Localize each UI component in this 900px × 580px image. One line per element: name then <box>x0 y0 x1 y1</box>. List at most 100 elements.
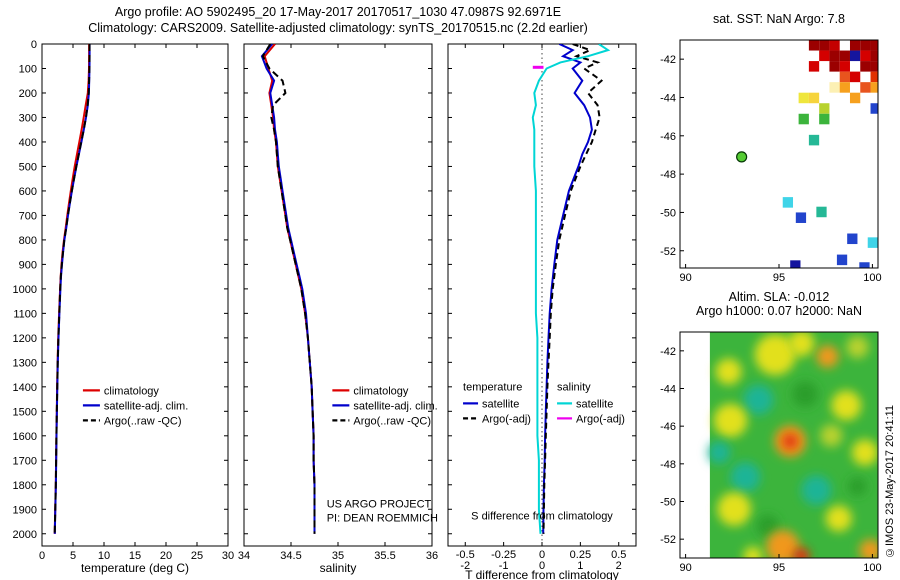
tick-label: 200 <box>19 88 37 100</box>
tick-label: 30 <box>222 550 234 562</box>
legend-label: Argo(..raw -QC) <box>353 415 431 427</box>
panel-salinity: 34 34.5 35 35.5 36 climatology satellite-adj. … <box>238 43 438 575</box>
tick-label: -2 <box>460 560 470 572</box>
tick-label: 1500 <box>13 406 37 418</box>
tick-label: 100 <box>863 272 881 284</box>
tick-label: 400 <box>19 137 37 149</box>
tick-label: -1 <box>499 560 509 572</box>
tick-label: 15 <box>129 550 141 562</box>
sst_map: 90 95 100 -42 -44 -46 -48 -50 -52 sat. SST: NaN A… <box>660 12 881 284</box>
tick-label: 0 <box>539 560 545 572</box>
legend-group-title: salinity <box>557 381 591 393</box>
tick-label: 36 <box>426 550 438 562</box>
tick-label: 0 <box>539 549 545 561</box>
legend-label: satellite <box>576 398 613 410</box>
tick-label: -0.5 <box>456 549 475 561</box>
annotation-text: US ARGO PROJECT <box>327 498 432 510</box>
tick-label: -48 <box>660 459 676 471</box>
sla_map: 90 95 100 -42 -44 -46 -48 -50 -52 Altim. SLA: -0.… <box>660 290 881 574</box>
legend-group-title: temperature <box>463 381 522 393</box>
tick-label: 1800 <box>13 480 37 492</box>
annotation-text: S difference from climatology <box>471 510 613 522</box>
legend-label: Argo(-adj) <box>482 413 531 425</box>
x-axis-label: salinity <box>320 561 357 575</box>
tick-label: -42 <box>660 54 676 66</box>
tick-label: 34 <box>238 550 250 562</box>
legend-salinity: climatology satellite-adj. clim. Argo(..ra… <box>332 385 438 427</box>
tick-label: 700 <box>19 210 37 222</box>
legend-label: Argo(..raw -QC) <box>104 415 182 427</box>
tick-label: 5 <box>70 550 76 562</box>
tick-label: 1 <box>577 560 583 572</box>
series-argo-raw-qc- <box>261 44 316 534</box>
tick-label: 90 <box>679 272 691 284</box>
tick-label: 0 <box>31 39 37 51</box>
legend-label: climatology <box>353 385 409 397</box>
tick-label: 500 <box>19 161 37 173</box>
tick-label: 1300 <box>13 357 37 369</box>
annotation-text: PI: DEAN ROEMMICH <box>327 512 438 524</box>
tick-label: -42 <box>660 346 676 358</box>
legend-temperature: climatology satellite-adj. clim. Argo(..ra… <box>82 385 188 427</box>
tick-label: 1100 <box>13 308 37 320</box>
tick-label: 1600 <box>13 431 37 443</box>
tick-label: 95 <box>773 272 785 284</box>
series-argo-raw-qc- <box>53 44 91 534</box>
tick-label: 1900 <box>13 504 37 516</box>
tick-label: 10 <box>98 550 110 562</box>
figure-title-line2: Climatology: CARS2009. Satellite-adjuste… <box>88 21 588 35</box>
panel-difference: -2 -1 0 1 2 -0.5 -0.25 0 0.25 0.5 temperature satel… <box>447 43 637 580</box>
x-axis-label: temperature (deg C) <box>81 561 189 575</box>
tick-label: 1200 <box>13 333 37 345</box>
tick-label: 20 <box>160 550 172 562</box>
map-title: sat. SST: NaN Argo: 7.8 <box>713 12 845 26</box>
series-salinity-satellite <box>531 44 611 534</box>
tick-label: 800 <box>19 235 37 247</box>
tick-label: 34.5 <box>280 550 301 562</box>
tick-label: -50 <box>660 207 676 219</box>
tick-label: 35.5 <box>374 550 395 562</box>
tick-label: -52 <box>660 534 676 546</box>
tick-label: 2000 <box>13 529 37 541</box>
tick-label: -46 <box>660 421 676 433</box>
tick-label: -52 <box>660 246 676 258</box>
map-title: Altim. SLA: -0.012 <box>729 290 830 304</box>
tick-label: -50 <box>660 497 676 509</box>
tick-label: 95 <box>773 562 785 574</box>
tick-label: 600 <box>19 186 37 198</box>
figure-title-line1: Argo profile: AO 5902495_20 17-May-2017 … <box>114 5 562 19</box>
tick-label: -46 <box>660 131 676 143</box>
legend-difference: temperature satellite Argo(-adj) salinity sa… <box>463 381 625 425</box>
legend-label: climatology <box>104 385 160 397</box>
tick-label: 0.5 <box>611 549 626 561</box>
tick-label: 25 <box>191 550 203 562</box>
copyright-watermark: ©IMOS 23-May-2017 20:41:11 <box>884 404 896 558</box>
tick-label: 300 <box>19 112 37 124</box>
tick-label: 1400 <box>13 382 37 394</box>
tick-label: 2 <box>616 560 622 572</box>
tick-label: -48 <box>660 169 676 181</box>
tick-label: 0.25 <box>570 549 591 561</box>
map-title: Argo h1000: 0.07 h2000: NaN <box>696 304 862 318</box>
tick-label: 1700 <box>13 455 37 467</box>
legend-label: satellite-adj. clim. <box>104 400 188 412</box>
tick-label: 90 <box>679 562 691 574</box>
tick-label: -0.25 <box>491 549 516 561</box>
argo-position-marker <box>736 151 748 163</box>
series-temperature-argo-adj- <box>542 44 604 534</box>
legend-label: satellite <box>482 398 519 410</box>
tick-label: 100 <box>19 63 37 75</box>
x-axis-label: T difference from climatology <box>465 568 619 580</box>
tick-label: 100 <box>863 562 881 574</box>
panel-temperature: 0100200300400500600700800900100011001200… <box>13 39 235 575</box>
tick-label: 900 <box>19 259 37 271</box>
tick-label: 0 <box>39 550 45 562</box>
legend-label: satellite-adj. clim. <box>353 400 437 412</box>
tick-label: 35 <box>332 550 344 562</box>
legend-label: Argo(-adj) <box>576 413 625 425</box>
tick-label: -44 <box>660 92 676 104</box>
tick-label: 1000 <box>13 284 37 296</box>
tick-label: -44 <box>660 384 676 396</box>
